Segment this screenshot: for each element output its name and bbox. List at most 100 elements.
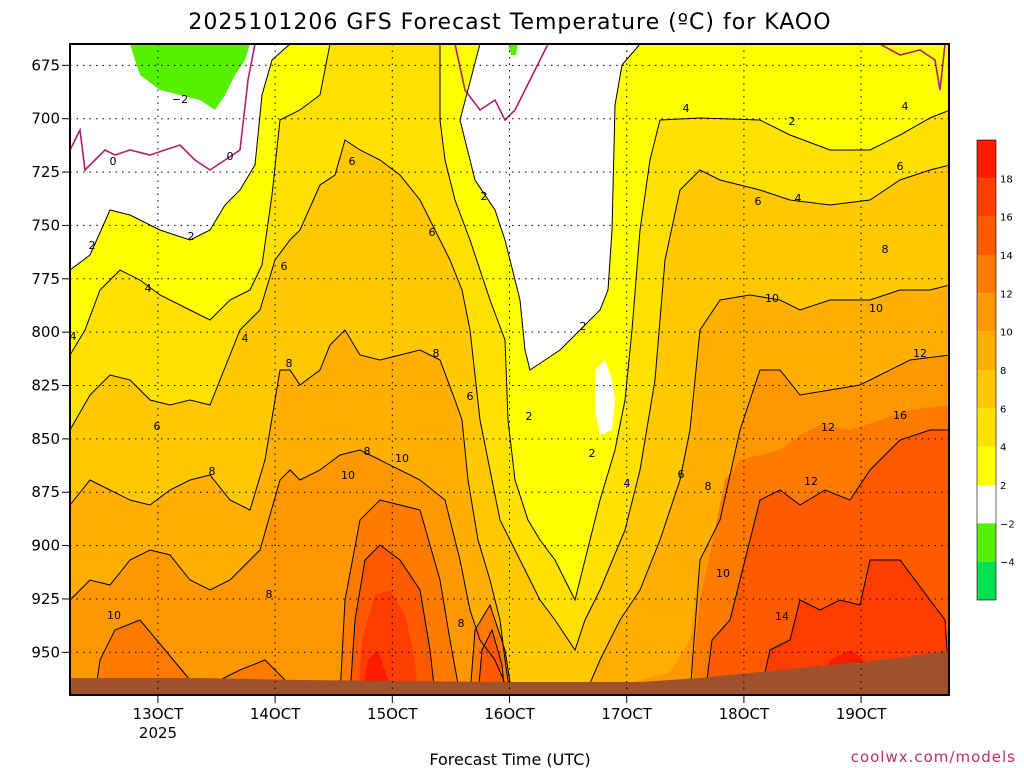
contour-label: 8: [209, 465, 216, 478]
x-year-label: 2025: [139, 724, 177, 742]
colorbar-swatch: [977, 331, 996, 370]
band-green: [85, 44, 250, 110]
colorbar-label: 14: [1000, 251, 1013, 262]
contour-label: 8: [433, 347, 440, 360]
x-axis-title: Forecast Time (UTC): [429, 750, 590, 768]
colorbar-label: 10: [1000, 328, 1013, 339]
contour-label: 4: [795, 192, 802, 205]
x-tick-label: 17OCT: [601, 705, 652, 723]
contour-label: 8: [705, 480, 712, 493]
x-tick-label: 18OCT: [719, 705, 770, 723]
x-tick-label: 16OCT: [484, 705, 535, 723]
contour-label: 12: [913, 347, 927, 360]
contour-label: 4: [683, 102, 690, 115]
contour-label: 6: [755, 195, 762, 208]
contour-label: 8: [286, 357, 293, 370]
y-tick-label: 800: [31, 323, 60, 341]
gridlines: [70, 44, 949, 695]
colorbar-frame: [976, 139, 997, 601]
chart-title: 2025101206 GFS Forecast Temperature (ºC)…: [188, 10, 831, 35]
x-tick-label: 14OCT: [250, 705, 301, 723]
colorbar-label: 2: [1000, 481, 1006, 492]
contour-label: 2: [589, 447, 596, 460]
credit-text: coolwx.com/models: [851, 748, 1016, 766]
x-tick-label: 13OCT: [133, 705, 184, 723]
colorbar-swatch: [977, 140, 996, 179]
contour-label: 6: [467, 390, 474, 403]
colorbar-label: −4: [1000, 558, 1015, 569]
y-axis: 675 700 725 750 775 800 825 850 875 900 925 950: [31, 56, 70, 661]
contour-label: 6: [281, 260, 288, 273]
contour-label: 10: [765, 292, 779, 305]
colorbar-swatch: [977, 370, 996, 409]
contour-label: −2: [172, 93, 188, 106]
x-axis: 13OCT 14OCT 15OCT 16OCT 17OCT 18OCT 19OCT: [133, 695, 887, 723]
contour-label: 8: [266, 588, 273, 601]
y-tick-label: 900: [31, 537, 60, 555]
colorbar-swatch: [977, 523, 996, 562]
colorbar-label: 6: [1000, 404, 1006, 415]
contour-label: 8: [458, 617, 465, 630]
x-tick-label: 15OCT: [367, 705, 418, 723]
contour-label: 4: [242, 332, 249, 345]
band-red-16: [358, 560, 949, 695]
y-tick-label: 850: [31, 430, 60, 448]
colorbar-label: 8: [1000, 366, 1006, 377]
colorbar-label: −2: [1000, 519, 1015, 530]
terrain: [70, 650, 949, 695]
band-green-small: [508, 44, 518, 55]
contour-label: 6: [429, 226, 436, 239]
colorbar-label: 12: [1000, 289, 1013, 300]
y-tick-label: 700: [31, 110, 60, 128]
contour-label: 0: [227, 150, 234, 163]
y-tick-label: 750: [31, 216, 60, 234]
y-tick-label: 875: [31, 483, 60, 501]
contour-label: 0: [110, 155, 117, 168]
contour-label: 2: [580, 320, 587, 333]
contour-label: 10: [341, 469, 355, 482]
band-white-pocket: [595, 360, 615, 435]
colorbar-swatch: [977, 485, 996, 524]
contour-label: 12: [821, 421, 835, 434]
contour-label: 8: [882, 243, 889, 256]
contour-label: 2: [89, 239, 96, 252]
colorbar: 18 16 14 12 10 8 6 4 2 −2 −4: [976, 139, 1015, 601]
contour-label: 4: [902, 100, 909, 113]
y-tick-label: 725: [31, 163, 60, 181]
contour-labels: 0 0 −2 2 2 2 2 2 2 2 4 4 4 4 4 4 4 6 6 6 6 6 6 6 6 8 8 8 8 8 8 8 8 10 10 10…: [70, 93, 928, 630]
colorbar-swatch: [977, 293, 996, 332]
colorbar-swatch: [977, 216, 996, 255]
contour-label: 2: [789, 115, 796, 128]
contour-label: 6: [154, 420, 161, 433]
colorbar-label: 18: [1000, 174, 1013, 185]
contour-label: 4: [624, 477, 631, 490]
contour-label: 6: [678, 468, 685, 481]
colorbar-swatch: [977, 178, 996, 217]
y-tick-label: 775: [31, 270, 60, 288]
y-tick-label: 925: [31, 590, 60, 608]
freezing-contour-right: [454, 44, 946, 122]
colorbar-swatch: [977, 446, 996, 485]
isotherms: [70, 44, 949, 695]
contour-label: 10: [716, 567, 730, 580]
colorbar-label: 16: [1000, 213, 1013, 224]
y-tick-label: 675: [31, 56, 60, 74]
contour-label: 10: [869, 302, 883, 315]
contour-label: 12: [804, 475, 818, 488]
y-tick-label: 825: [31, 377, 60, 395]
contour-label: 2: [188, 230, 195, 243]
contour-label: 8: [364, 445, 371, 458]
contour-label: 14: [775, 610, 789, 623]
colorbar-swatch: [977, 408, 996, 447]
contour-label: 6: [897, 160, 904, 173]
contour-label: 10: [107, 609, 121, 622]
colorbar-swatch: [977, 255, 996, 294]
contour-label: 2: [481, 190, 488, 203]
contour-label: 4: [145, 282, 152, 295]
y-tick-label: 950: [31, 643, 60, 661]
contour-label: 10: [395, 452, 409, 465]
contour-label: 16: [893, 409, 907, 422]
x-tick-label: 19OCT: [836, 705, 887, 723]
contour-label: 6: [349, 155, 356, 168]
